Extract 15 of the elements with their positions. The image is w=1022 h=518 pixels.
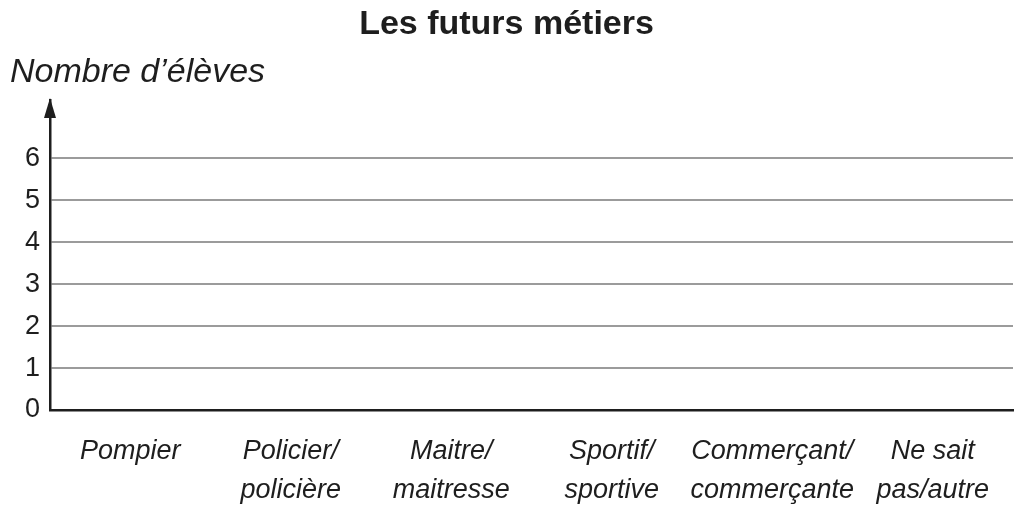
x-tick-label: Pompier <box>79 435 182 466</box>
y-tick-label: 5 <box>24 183 40 214</box>
y-tick-label: 1 <box>24 351 40 382</box>
chart-title: Les futurs métiers <box>359 2 654 41</box>
y-tick-label: 0 <box>24 393 40 424</box>
y-tick-label: 2 <box>24 309 40 340</box>
y-tick-label: 4 <box>24 225 40 256</box>
x-tick-label: Maitre/ maitresse <box>392 435 510 505</box>
x-tick-label: Policier/ policière <box>239 435 342 505</box>
y-tick-label: 3 <box>24 267 40 298</box>
x-tick-label: Sportif/ sportive <box>564 435 660 505</box>
x-tick-label: Ne sait pas/autre <box>875 435 990 505</box>
x-tick-label: Commerçant/ commerçante <box>690 435 856 505</box>
y-axis-title: Nombre d’élèves <box>10 51 266 90</box>
y-tick-label: 6 <box>24 141 40 172</box>
